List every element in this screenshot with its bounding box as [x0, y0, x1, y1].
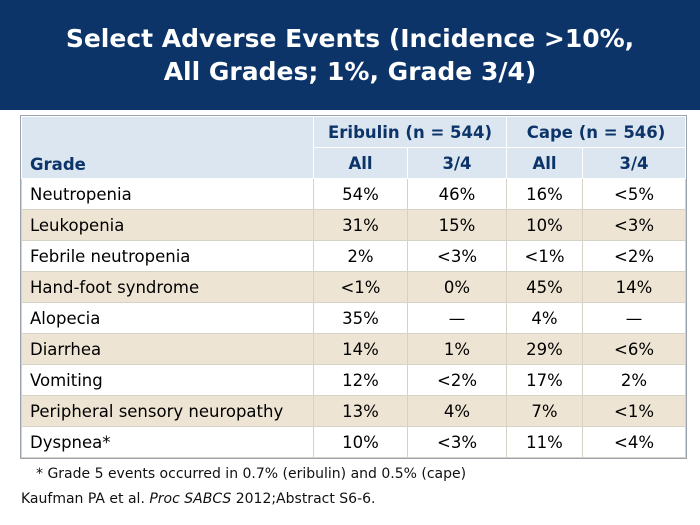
reference-details: 2012;Abstract S6-6. — [231, 491, 376, 507]
table-row: Peripheral sensory neuropathy 13% 4% 7% … — [21, 395, 687, 427]
cape-all-header: All — [506, 147, 584, 179]
event-name: Leukopenia — [21, 209, 314, 241]
event-name: Hand-foot syndrome — [21, 271, 314, 303]
slide-title-bar: Select Adverse Events (Incidence >10%, A… — [0, 0, 700, 110]
cape-all-value: 17% — [506, 364, 584, 396]
table-row: Vomiting 12% <2% 17% 2% — [21, 364, 687, 396]
eribulin-all-value: 2% — [313, 240, 408, 272]
cape-grade34-value: <3% — [582, 209, 687, 241]
eribulin-all-header: All — [313, 147, 408, 179]
event-name: Febrile neutropenia — [21, 240, 314, 272]
eribulin-all-value: 12% — [313, 364, 408, 396]
cape-grade34-value: 14% — [582, 271, 687, 303]
eribulin-grade34-header: 3/4 — [406, 147, 508, 179]
eribulin-all-value: 31% — [313, 209, 408, 241]
cape-all-value: 4% — [506, 302, 584, 334]
event-name: Neutropenia — [21, 178, 314, 210]
eribulin-grade34-value: <3% — [406, 240, 508, 272]
reference-journal: Proc SABCS — [149, 491, 232, 507]
table-row: Leukopenia 31% 15% 10% <3% — [21, 209, 687, 241]
eribulin-all-value: 54% — [313, 178, 408, 210]
event-name: Alopecia — [21, 302, 314, 334]
table-row: Diarrhea 14% 1% 29% <6% — [21, 333, 687, 365]
adverse-events-table: Grade Eribulin (n = 544) Cape (n = 546) … — [19, 115, 688, 459]
eribulin-group-header: Eribulin (n = 544) — [312, 116, 508, 148]
cape-grade34-value: <1% — [582, 395, 687, 427]
slide-title-line-1: Select Adverse Events (Incidence >10%, — [65, 24, 635, 53]
table-row: Dyspnea* 10% <3% 11% <4% — [21, 426, 687, 458]
table-row: Neutropenia 54% 46% 16% <5% — [21, 178, 687, 210]
eribulin-all-value: 35% — [313, 302, 408, 334]
eribulin-grade34-value: 1% — [406, 333, 508, 365]
event-name: Dyspnea* — [21, 426, 314, 458]
eribulin-grade34-value: 4% — [406, 395, 508, 427]
table-row: Hand-foot syndrome <1% 0% 45% 14% — [21, 271, 687, 303]
eribulin-all-value: 10% — [313, 426, 408, 458]
cape-grade34-header: 3/4 — [582, 147, 687, 179]
cape-grade34-value: 2% — [582, 364, 687, 396]
cape-all-value: 16% — [506, 178, 584, 210]
event-name: Diarrhea — [21, 333, 314, 365]
event-name: Peripheral sensory neuropathy — [21, 395, 314, 427]
eribulin-all-value: 14% — [313, 333, 408, 365]
eribulin-grade34-value: 15% — [406, 209, 508, 241]
cape-all-value: <1% — [506, 240, 584, 272]
eribulin-grade34-value: <3% — [406, 426, 508, 458]
cape-grade34-value: <6% — [582, 333, 687, 365]
table-row: Alopecia 35% — 4% — — [21, 302, 687, 334]
cape-all-value: 45% — [506, 271, 584, 303]
eribulin-grade34-value: <2% — [406, 364, 508, 396]
cape-grade34-value: <4% — [582, 426, 687, 458]
table-subheader-row: All 3/4 All 3/4 — [21, 147, 687, 179]
eribulin-all-value: 13% — [313, 395, 408, 427]
event-name: Vomiting — [21, 364, 314, 396]
eribulin-grade34-value: — — [406, 302, 508, 334]
table-group-header-row: Grade Eribulin (n = 544) Cape (n = 546) — [21, 116, 687, 179]
cape-grade34-value: <2% — [582, 240, 687, 272]
cape-grade34-value: <5% — [582, 178, 687, 210]
eribulin-all-value: <1% — [313, 271, 408, 303]
grade-column-header: Grade — [21, 116, 314, 179]
reference-citation: Kaufman PA et al. Proc SABCS 2012;Abstra… — [21, 491, 375, 507]
cape-all-value: 29% — [506, 333, 584, 365]
eribulin-grade34-value: 46% — [406, 178, 508, 210]
slide-title-line-2: All Grades; 1%, Grade 3/4) — [163, 57, 537, 86]
table-row: Febrile neutropenia 2% <3% <1% <2% — [21, 240, 687, 272]
cape-all-value: 7% — [506, 395, 584, 427]
cape-grade34-value: — — [582, 302, 687, 334]
cape-all-value: 10% — [506, 209, 584, 241]
footnote: * Grade 5 events occurred in 0.7% (eribu… — [36, 466, 467, 482]
cape-group-header: Cape (n = 546) — [506, 116, 687, 148]
eribulin-grade34-value: 0% — [406, 271, 508, 303]
cape-all-value: 11% — [506, 426, 584, 458]
reference-authors: Kaufman PA et al. — [21, 491, 150, 507]
